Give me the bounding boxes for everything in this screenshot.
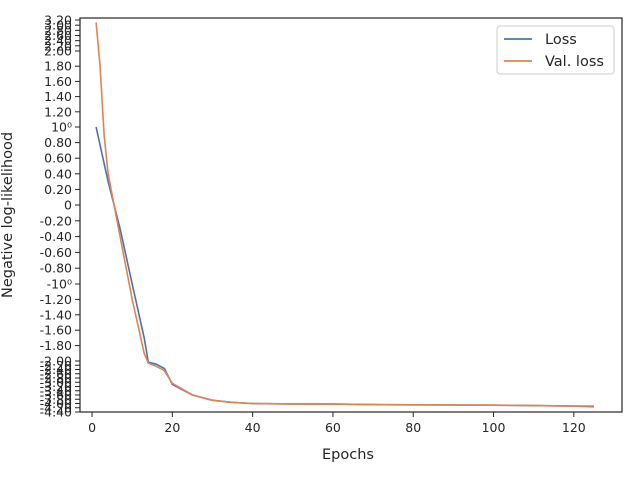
y-tick-label: -1.20 bbox=[40, 292, 72, 307]
y-tick-label: -10⁰ bbox=[47, 277, 72, 292]
axes-layer: 0 20 40 60 80 100 120 3.203.002.802.602.402.202… bbox=[40, 13, 623, 435]
y-tick-label: 2.20 bbox=[44, 38, 72, 53]
y-tick-label: -2.20 bbox=[40, 358, 72, 373]
y-tick-label: -3.60 bbox=[40, 388, 72, 403]
y-tick-label: -4.20 bbox=[40, 400, 72, 415]
y-tick-label: 0.40 bbox=[44, 166, 72, 181]
y-tick-label: -0.40 bbox=[40, 229, 72, 244]
plot-frame bbox=[79, 17, 623, 413]
y-tick-label: 2.40 bbox=[44, 33, 72, 48]
legend-label-1: Loss bbox=[545, 32, 577, 48]
x-tick-label: 60 bbox=[325, 420, 341, 435]
y-tick-label: -4.40 bbox=[40, 405, 72, 420]
y-tick-label: -3.80 bbox=[40, 392, 72, 407]
y-tick-label: -1.60 bbox=[40, 323, 72, 338]
y-tick-label: 0.20 bbox=[44, 182, 72, 197]
x-tick-label: 120 bbox=[562, 420, 586, 435]
y-tick-label: 0.60 bbox=[44, 151, 72, 166]
series-layer bbox=[95, 22, 594, 408]
y-tick-label: -0.60 bbox=[40, 245, 72, 260]
y-tick-label: 10⁰ bbox=[51, 120, 72, 135]
y-tick-label: 2.00 bbox=[44, 44, 72, 59]
x-tick-label: 0 bbox=[88, 420, 96, 435]
y-tick-label: -4.00 bbox=[40, 396, 72, 411]
x-tick-label: 100 bbox=[482, 420, 506, 435]
y-tick-label: 3.20 bbox=[44, 13, 72, 28]
y-tick-label: -2.60 bbox=[40, 366, 72, 381]
y-tick-label: 3.00 bbox=[44, 18, 72, 33]
y-tick-label: -0.80 bbox=[40, 261, 72, 276]
x-tick-label: 80 bbox=[405, 420, 421, 435]
y-tick-label: 0 bbox=[64, 198, 72, 213]
y-axis-label: Negative log-likelihood bbox=[0, 132, 16, 298]
y-tick-label: -2.00 bbox=[40, 354, 72, 369]
legend: Loss Val. loss bbox=[496, 25, 615, 75]
y-tick-label: 0.80 bbox=[44, 135, 72, 150]
series-line-2 bbox=[95, 22, 594, 407]
y-tick-label: -2.40 bbox=[40, 362, 72, 377]
y-tick-label: 2.60 bbox=[44, 28, 72, 43]
y-tick-label: -1.40 bbox=[40, 307, 72, 322]
legend-label-2: Val. loss bbox=[545, 54, 604, 70]
y-tick-label: -0.20 bbox=[40, 213, 72, 228]
y-tick-label: -2.80 bbox=[40, 371, 72, 386]
series-line-1 bbox=[95, 126, 594, 408]
x-tick-label: 20 bbox=[164, 420, 180, 435]
y-tick-label: -3.00 bbox=[40, 375, 72, 390]
y-tick-label: -1.80 bbox=[40, 338, 72, 353]
legend-box bbox=[496, 25, 615, 75]
y-tick-label: 2.80 bbox=[44, 23, 72, 38]
y-tick-label: 1.80 bbox=[44, 59, 72, 74]
y-tick-label: -3.40 bbox=[40, 383, 72, 398]
y-tick-label: 1.20 bbox=[44, 104, 72, 119]
y-tick-label: 1.60 bbox=[44, 74, 72, 89]
y-tick-label: -3.20 bbox=[40, 379, 72, 394]
x-tick-label: 40 bbox=[245, 420, 261, 435]
y-tick-label: 1.40 bbox=[44, 89, 72, 104]
x-axis-label: Epochs bbox=[322, 447, 374, 463]
